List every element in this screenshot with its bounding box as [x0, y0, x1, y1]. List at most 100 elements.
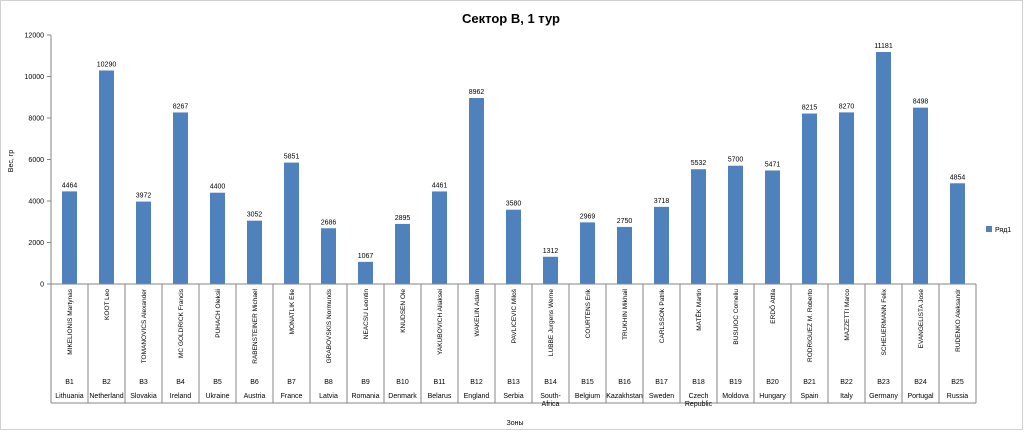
- bar-value-label: 5532: [691, 160, 707, 167]
- bar: [765, 170, 780, 284]
- bar: [580, 222, 595, 284]
- x-sector-label: B7: [287, 379, 296, 386]
- x-name-label: RUDENKO Aleksandr: [955, 288, 962, 352]
- y-axis: 0 2000 4000 6000 8000 10000 12000: [25, 33, 52, 289]
- x-country-label: Moldova: [722, 393, 749, 400]
- x-country-label: Africa: [542, 401, 560, 408]
- bar: [876, 51, 891, 285]
- x-name-label: PAVLICEVIC Miloš: [511, 288, 518, 343]
- bar-value-label: 3052: [247, 212, 263, 219]
- y-tick-label: 8000: [28, 116, 44, 123]
- x-name-label: PUHACH Oleksii: [215, 289, 222, 338]
- chart-title: Сектор B, 1 тур: [462, 11, 560, 26]
- bar: [358, 261, 373, 284]
- legend: Ряд1: [986, 226, 1011, 234]
- bar: [802, 113, 817, 284]
- bar-value-label: 8267: [173, 103, 189, 110]
- x-name-label: NEACSU Leontin: [363, 289, 370, 340]
- bar-value-label: 3580: [506, 201, 522, 208]
- bar: [210, 192, 225, 284]
- bar-value-label: 10290: [97, 61, 117, 68]
- bar: [543, 256, 558, 284]
- bar: [913, 107, 928, 284]
- x-name-label: EVANGELISTA José: [918, 289, 925, 349]
- x-country-label: Russia: [947, 393, 969, 400]
- x-sector-label: B5: [213, 379, 222, 386]
- x-name-label: RODRIGUEZ M. Roberto: [807, 289, 814, 362]
- bar: [617, 226, 632, 284]
- bar-value-label: 4464: [62, 182, 78, 189]
- bar: [395, 223, 410, 284]
- bar: [506, 209, 521, 284]
- bar-value-label: 1312: [543, 248, 559, 255]
- y-tick-label: 0: [40, 282, 44, 289]
- x-name-label: BUSUIOC Corneliu: [733, 289, 740, 345]
- x-sector-label: B18: [692, 379, 705, 386]
- x-name-label: MIKELIONIS Martynas: [67, 288, 74, 354]
- legend-label: Ряд1: [995, 227, 1011, 234]
- x-sector-label: B2: [102, 379, 111, 386]
- x-sector-label: B25: [951, 379, 964, 386]
- bar-value-label: 5851: [284, 154, 300, 161]
- bar-value-label: 2750: [617, 218, 633, 225]
- x-name-label: MAZZETTI Marco: [844, 289, 851, 341]
- bar: [247, 220, 262, 284]
- y-tick-label: 10000: [25, 74, 45, 81]
- x-country-label: Slovakia: [130, 393, 157, 400]
- bar: [469, 98, 484, 284]
- x-country-label: Latvia: [319, 393, 338, 400]
- x-country-label: South-: [540, 393, 561, 400]
- bar-value-label: 2895: [395, 215, 411, 222]
- bar-value-label: 1067: [358, 253, 374, 260]
- y-tick-label: 12000: [25, 33, 45, 40]
- data-labels: 4464 10290 3972 8267 4400 3052 5851 2686 1067 289…: [62, 43, 966, 260]
- x-sector-label: B9: [361, 379, 370, 386]
- x-name-label: TRUKHIN Mikhail: [622, 288, 629, 339]
- bar: [950, 183, 965, 284]
- x-name-label: YAKUBOVICH Aliaksei: [437, 289, 444, 355]
- x-sector-label: B20: [766, 379, 779, 386]
- x-name-label: TOMANOVICS Alexander: [141, 288, 148, 363]
- x-country-label: England: [464, 393, 490, 400]
- x-sector-label: B19: [729, 379, 742, 386]
- bar-value-label: 8962: [469, 89, 485, 96]
- x-country-label: Czech: [689, 393, 709, 400]
- x-sector-label: B10: [396, 379, 409, 386]
- y-tick-label: 2000: [28, 240, 44, 247]
- x-sector-label: B11: [434, 379, 446, 386]
- y-tick-label: 4000: [28, 199, 44, 206]
- y-axis-title: Вес, гр: [8, 150, 15, 173]
- x-sector-label: B21: [803, 379, 816, 386]
- x-name-label: SCHEUERMANN Felix: [881, 288, 888, 355]
- bar-series: [62, 51, 965, 285]
- bar: [173, 112, 188, 284]
- bar-value-label: 11181: [874, 43, 893, 50]
- x-country-label: Denmark: [388, 393, 417, 400]
- x-country-label: Italy: [840, 393, 853, 400]
- x-country-label: Sweden: [649, 393, 674, 400]
- x-sector-label: B23: [877, 379, 890, 386]
- x-name-label: RABENSTEINER Michael: [252, 288, 259, 363]
- bar-value-label: 4461: [432, 182, 448, 189]
- bar: [62, 191, 77, 284]
- x-sector-label: B8: [324, 379, 333, 386]
- x-country-label: Austria: [244, 393, 266, 400]
- x-name-label: GRABOVSKIS Normunds: [326, 288, 333, 363]
- x-axis: MIKELIONIS Martynas B1 Lithuania KOOT Leo B2…: [50, 283, 977, 408]
- x-sector-label: B24: [914, 379, 927, 386]
- bar-value-label: 3972: [136, 193, 152, 200]
- x-country-label: Kazakhstan: [606, 393, 643, 400]
- bar-value-label: 5700: [728, 157, 744, 164]
- x-sector-label: B15: [581, 379, 594, 386]
- x-axis-title: Зоны: [506, 420, 523, 427]
- bar: [691, 169, 706, 284]
- bar: [99, 70, 114, 284]
- x-sector-label: B3: [139, 379, 148, 386]
- bar-value-label: 3718: [654, 198, 670, 205]
- bar: [284, 162, 299, 284]
- x-name-label: ERDŐ Attila: [768, 289, 777, 324]
- bar-value-label: 8498: [913, 99, 929, 106]
- bar-value-label: 2686: [321, 219, 337, 226]
- bar-value-label: 8215: [802, 105, 818, 112]
- x-sector-label: B1: [65, 379, 74, 386]
